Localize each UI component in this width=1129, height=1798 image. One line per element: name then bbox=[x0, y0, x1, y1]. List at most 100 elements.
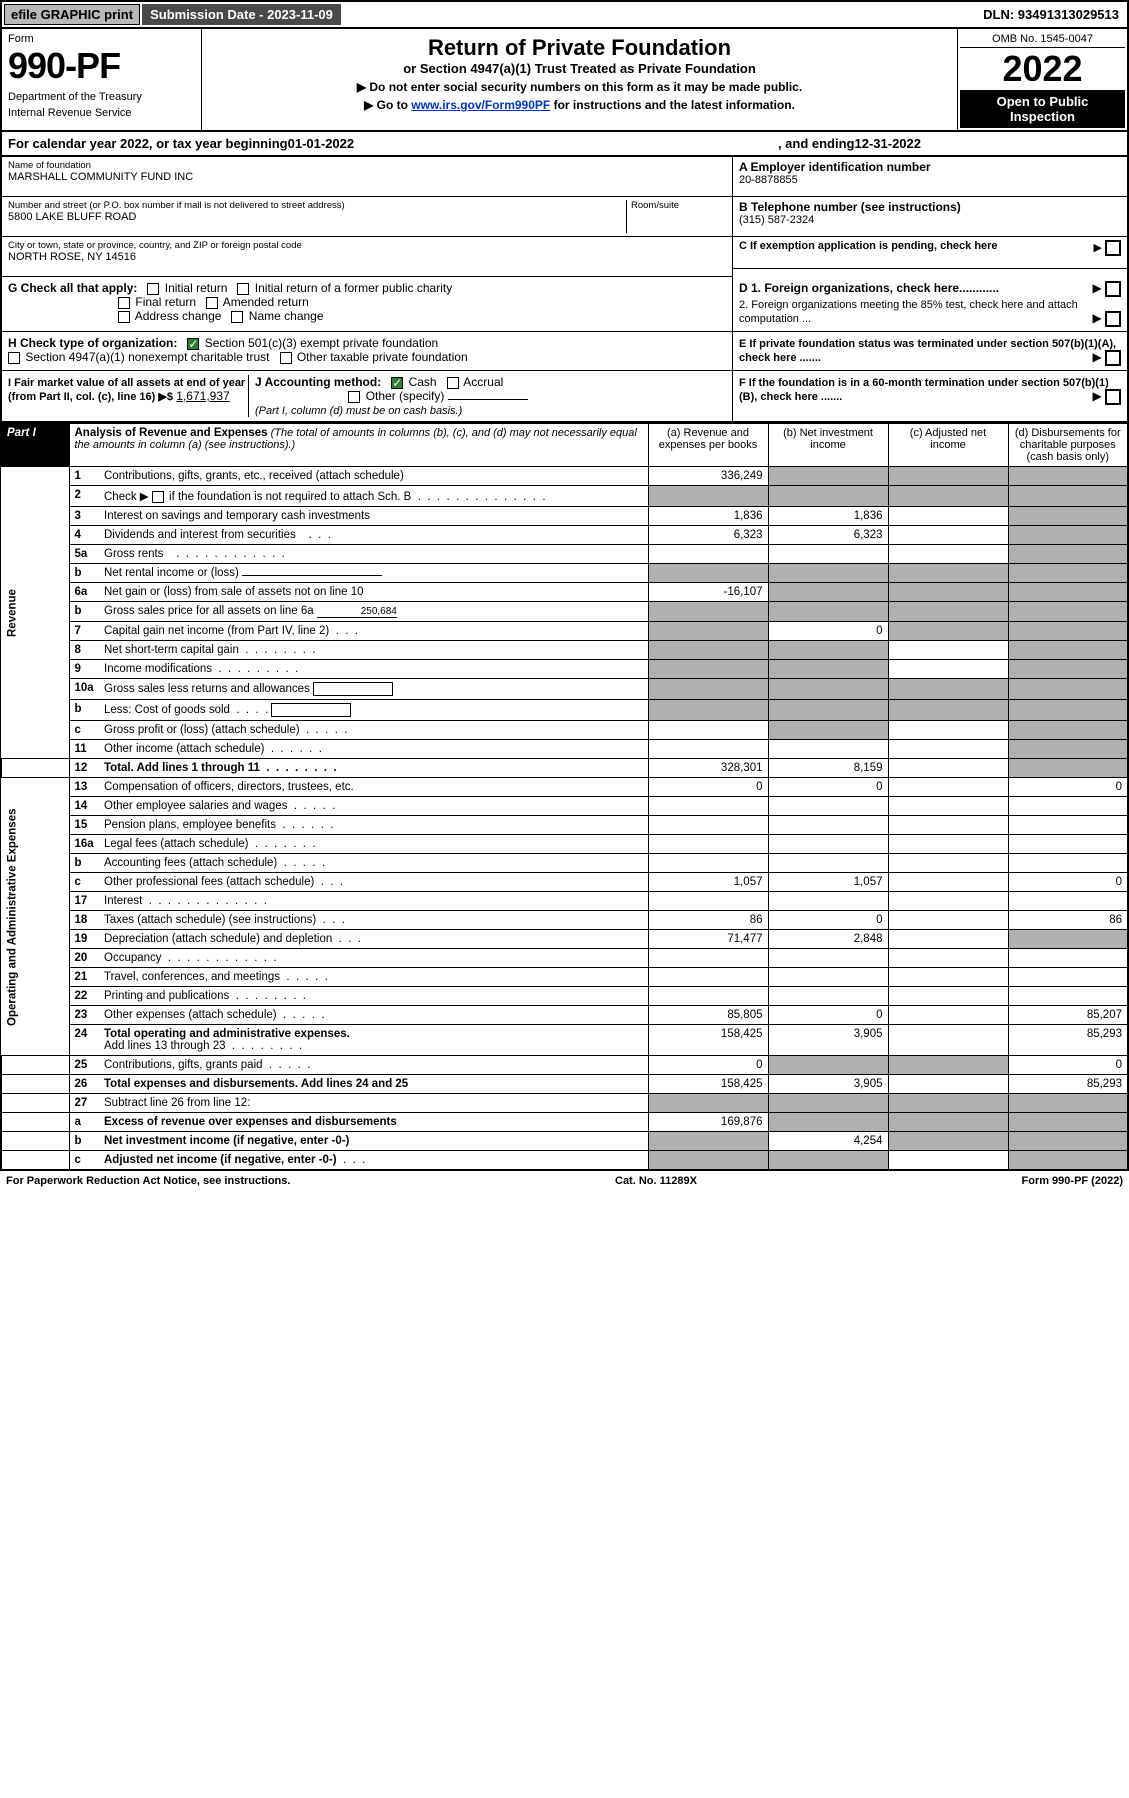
g-label: G Check all that apply: bbox=[8, 281, 137, 295]
section-c-cell: C If exemption application is pending, c… bbox=[733, 237, 1127, 269]
line-13: Operating and Administrative Expenses 13… bbox=[1, 778, 1128, 797]
checkbox-cash[interactable] bbox=[391, 377, 403, 389]
col-c-header: (c) Adjusted net income bbox=[888, 424, 1008, 467]
form-label: Form bbox=[8, 33, 195, 45]
d1-label: D 1. Foreign organizations, check here..… bbox=[739, 281, 999, 295]
checkbox-d2[interactable] bbox=[1105, 311, 1121, 327]
line-4-b: 6,323 bbox=[768, 526, 888, 545]
e-label: E If private foundation status was termi… bbox=[739, 338, 1116, 364]
header-right: OMB No. 1545-0047 2022 Open to Public In… bbox=[957, 29, 1127, 130]
ein-value: 20-8878855 bbox=[739, 174, 1121, 186]
line-25-a: 0 bbox=[648, 1056, 768, 1075]
line-27: 27Subtract line 26 from line 12: bbox=[1, 1094, 1128, 1113]
line-14: 14Other employee salaries and wages . . … bbox=[1, 797, 1128, 816]
address-cell: Number and street (or P.O. box number if… bbox=[2, 197, 732, 237]
form-title: Return of Private Foundation bbox=[208, 35, 951, 61]
part1-description: Analysis of Revenue and Expenses (The to… bbox=[69, 424, 648, 467]
checkbox-amended-return[interactable] bbox=[206, 297, 218, 309]
irs-link[interactable]: www.irs.gov/Form990PF bbox=[411, 98, 550, 112]
line-10a: 10a Gross sales less returns and allowan… bbox=[1, 679, 1128, 700]
dln-label: DLN: 93491313029513 bbox=[975, 4, 1127, 25]
foundation-name-cell: Name of foundation MARSHALL COMMUNITY FU… bbox=[2, 157, 732, 197]
h-label: H Check type of organization: bbox=[8, 336, 177, 350]
line-27a-a: 169,876 bbox=[648, 1113, 768, 1132]
revenue-side-label: Revenue bbox=[1, 467, 69, 759]
line-10c: c Gross profit or (loss) (attach schedul… bbox=[1, 721, 1128, 740]
line-17: 17Interest . . . . . . . . . . . . . bbox=[1, 892, 1128, 911]
line-12: 12 Total. Add lines 1 through 11 . . . .… bbox=[1, 759, 1128, 778]
col-d-header: (d) Disbursements for charitable purpose… bbox=[1008, 424, 1128, 467]
open-public-badge: Open to Public Inspection bbox=[960, 90, 1125, 128]
col-b-header: (b) Net investment income bbox=[768, 424, 888, 467]
checkbox-501c3[interactable] bbox=[187, 338, 199, 350]
line-18: 18Taxes (attach schedule) (see instructi… bbox=[1, 911, 1128, 930]
tax-year-begin: 01-01-2022 bbox=[288, 136, 355, 151]
checkbox-c[interactable] bbox=[1105, 240, 1121, 256]
line-21: 21Travel, conferences, and meetings . . … bbox=[1, 968, 1128, 987]
checkbox-initial-return[interactable] bbox=[147, 283, 159, 295]
line-13-a: 0 bbox=[648, 778, 768, 797]
line-19-a: 71,477 bbox=[648, 930, 768, 949]
line-23-b: 0 bbox=[768, 1006, 888, 1025]
checkbox-4947[interactable] bbox=[8, 352, 20, 364]
line-24-d: 85,293 bbox=[1008, 1025, 1128, 1056]
checkbox-initial-former[interactable] bbox=[237, 283, 249, 295]
line-6a-a: -16,107 bbox=[648, 583, 768, 602]
line-16b: bAccounting fees (attach schedule) . . .… bbox=[1, 854, 1128, 873]
foundation-info-grid: Name of foundation MARSHALL COMMUNITY FU… bbox=[0, 157, 1129, 277]
col-a-header: (a) Revenue and expenses per books bbox=[648, 424, 768, 467]
line-8: 8 Net short-term capital gain . . . . . … bbox=[1, 641, 1128, 660]
top-bar: efile GRAPHIC print Submission Date - 20… bbox=[0, 0, 1129, 29]
checkbox-d1[interactable] bbox=[1105, 281, 1121, 297]
irs-label: Internal Revenue Service bbox=[8, 107, 195, 119]
phone-value: (315) 587-2324 bbox=[739, 214, 1121, 226]
line-23-a: 85,805 bbox=[648, 1006, 768, 1025]
checkbox-other-taxable[interactable] bbox=[280, 352, 292, 364]
line-27b-b: 4,254 bbox=[768, 1132, 888, 1151]
checkbox-accrual[interactable] bbox=[447, 377, 459, 389]
line-27c: cAdjusted net income (if negative, enter… bbox=[1, 1151, 1128, 1171]
ein-cell: A Employer identification number 20-8878… bbox=[733, 157, 1127, 197]
room-suite-label: Room/suite bbox=[631, 200, 726, 211]
line-1: Revenue 1 Contributions, gifts, grants, … bbox=[1, 467, 1128, 486]
line-13-b: 0 bbox=[768, 778, 888, 797]
checkbox-address-change[interactable] bbox=[118, 311, 130, 323]
line-13-d: 0 bbox=[1008, 778, 1128, 797]
line-4-a: 6,323 bbox=[648, 526, 768, 545]
foundation-name: MARSHALL COMMUNITY FUND INC bbox=[8, 171, 726, 183]
catalog-number: Cat. No. 11289X bbox=[615, 1175, 697, 1187]
line-25: 25Contributions, gifts, grants paid . . … bbox=[1, 1056, 1128, 1075]
checkbox-sch-b[interactable] bbox=[152, 491, 164, 503]
header-left: Form 990-PF Department of the Treasury I… bbox=[2, 29, 202, 130]
line-3: 3 Interest on savings and temporary cash… bbox=[1, 507, 1128, 526]
line-18-d: 86 bbox=[1008, 911, 1128, 930]
line-26-a: 158,425 bbox=[648, 1075, 768, 1094]
line-19: 19Depreciation (attach schedule) and dep… bbox=[1, 930, 1128, 949]
line-26-d: 85,293 bbox=[1008, 1075, 1128, 1094]
city-cell: City or town, state or province, country… bbox=[2, 237, 732, 277]
d2-label: 2. Foreign organizations meeting the 85%… bbox=[739, 299, 1078, 325]
line-6a: 6a Net gain or (loss) from sale of asset… bbox=[1, 583, 1128, 602]
line-12-b: 8,159 bbox=[768, 759, 888, 778]
checkbox-final-return[interactable] bbox=[118, 297, 130, 309]
tax-year: 2022 bbox=[960, 48, 1125, 90]
section-ij-row: I Fair market value of all assets at end… bbox=[0, 371, 1129, 423]
checkbox-f[interactable] bbox=[1105, 389, 1121, 405]
line-24-a: 158,425 bbox=[648, 1025, 768, 1056]
efile-print-button[interactable]: efile GRAPHIC print bbox=[4, 4, 140, 25]
checkbox-other-method[interactable] bbox=[348, 391, 360, 403]
line-5b: b Net rental income or (loss) bbox=[1, 564, 1128, 583]
line-11: 11 Other income (attach schedule) . . . … bbox=[1, 740, 1128, 759]
checkbox-name-change[interactable] bbox=[231, 311, 243, 323]
section-g-row: G Check all that apply: Initial return I… bbox=[0, 277, 1129, 332]
checkbox-e[interactable] bbox=[1105, 350, 1121, 366]
line-16c-d: 0 bbox=[1008, 873, 1128, 892]
line-26-b: 3,905 bbox=[768, 1075, 888, 1094]
line-3-b: 1,836 bbox=[768, 507, 888, 526]
line-25-d: 0 bbox=[1008, 1056, 1128, 1075]
line-19-b: 2,848 bbox=[768, 930, 888, 949]
header-center: Return of Private Foundation or Section … bbox=[202, 29, 957, 130]
line-6b: b Gross sales price for all assets on li… bbox=[1, 602, 1128, 622]
page-footer: For Paperwork Reduction Act Notice, see … bbox=[0, 1171, 1129, 1191]
line-15: 15Pension plans, employee benefits . . .… bbox=[1, 816, 1128, 835]
